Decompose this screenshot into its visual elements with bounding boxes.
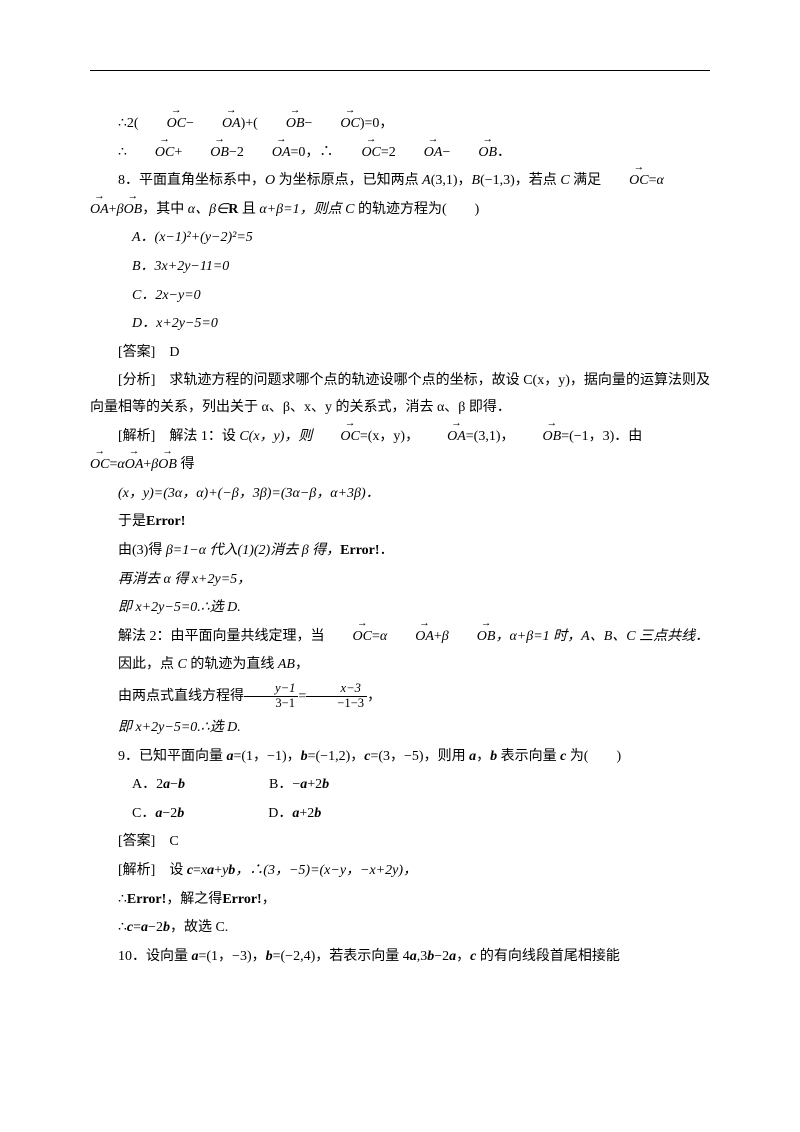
solution-1-line-1: [解析] 解法 1：设 C(x，y)，则OC=(x，y)，OA=(3,1)，OB… — [90, 424, 710, 451]
answer-8: [答案] D — [90, 340, 710, 367]
solution-2-line-2: 因此，点 C 的轨迹为直线 AB， — [90, 652, 710, 679]
top-rule — [90, 70, 710, 71]
solution-2-line-3: 由两点式直线方程得y−13−1=x−3−1−3， — [90, 681, 710, 713]
option-a: A．(x−1)²+(y−2)²=5 — [90, 225, 710, 252]
question-8: 8．平面直角坐标系中，O 为坐标原点，已知两点 A(3,1)，B(−1,3)，若… — [90, 168, 710, 195]
q9-options-ab: A．2a−bB．−a+2b — [90, 772, 710, 799]
q9-options-cd: C．a−2bD．a+2b — [90, 801, 710, 828]
solution-1-line-6: 再消去 α 得 x+2y=5， — [90, 567, 710, 594]
question-8-cont: OA+βOB，其中 α、β∈R 且 α+β=1，则点 C 的轨迹方程为( ) — [90, 197, 710, 224]
solution-9-line-3: ∴c=a−2b，故选 C. — [90, 915, 710, 942]
solution-1-line-4: 于是Error! — [90, 509, 710, 536]
question-9: 9．已知平面向量 a=(1，−1)，b=(−1,2)，c=(3，−5)，则用 a… — [90, 744, 710, 771]
answer-9: [答案] C — [90, 829, 710, 856]
solution-9-line-2: ∴Error!，解之得Error!， — [90, 887, 710, 914]
solution-1-line-3: (x，y)=(3α，α)+(−β，3β)=(3α−β，α+3β)． — [90, 481, 710, 508]
solution-9-line-1: [解析] 设 c=xa+yb，∴(3，−5)=(x−y，−x+2y)， — [90, 858, 710, 885]
solution-2-line-4: 即 x+2y−5=0.∴选 D. — [90, 715, 710, 742]
solution-2-line-1: 解法 2：由平面向量共线定理，当OC=αOA+βOB，α+β=1 时，A、B、C… — [90, 624, 710, 651]
option-b: B．3x+2y−11=0 — [90, 254, 710, 281]
option-c: C．2x−y=0 — [90, 283, 710, 310]
solution-1-line-5: 由(3)得 β=1−α 代入(1)(2)消去 β 得，Error!． — [90, 538, 710, 565]
option-d: D．x+2y−5=0 — [90, 311, 710, 338]
solution-1-line-2: OC=αOA+βOB 得 — [90, 452, 710, 479]
question-10: 10．设向量 a=(1，−3)，b=(−2,4)，若表示向量 4a,3b−2a，… — [90, 944, 710, 971]
analysis-8: [分析] 求轨迹方程的问题求哪个点的轨迹设哪个点的坐标，故设 C(x，y)，据向… — [90, 368, 710, 421]
